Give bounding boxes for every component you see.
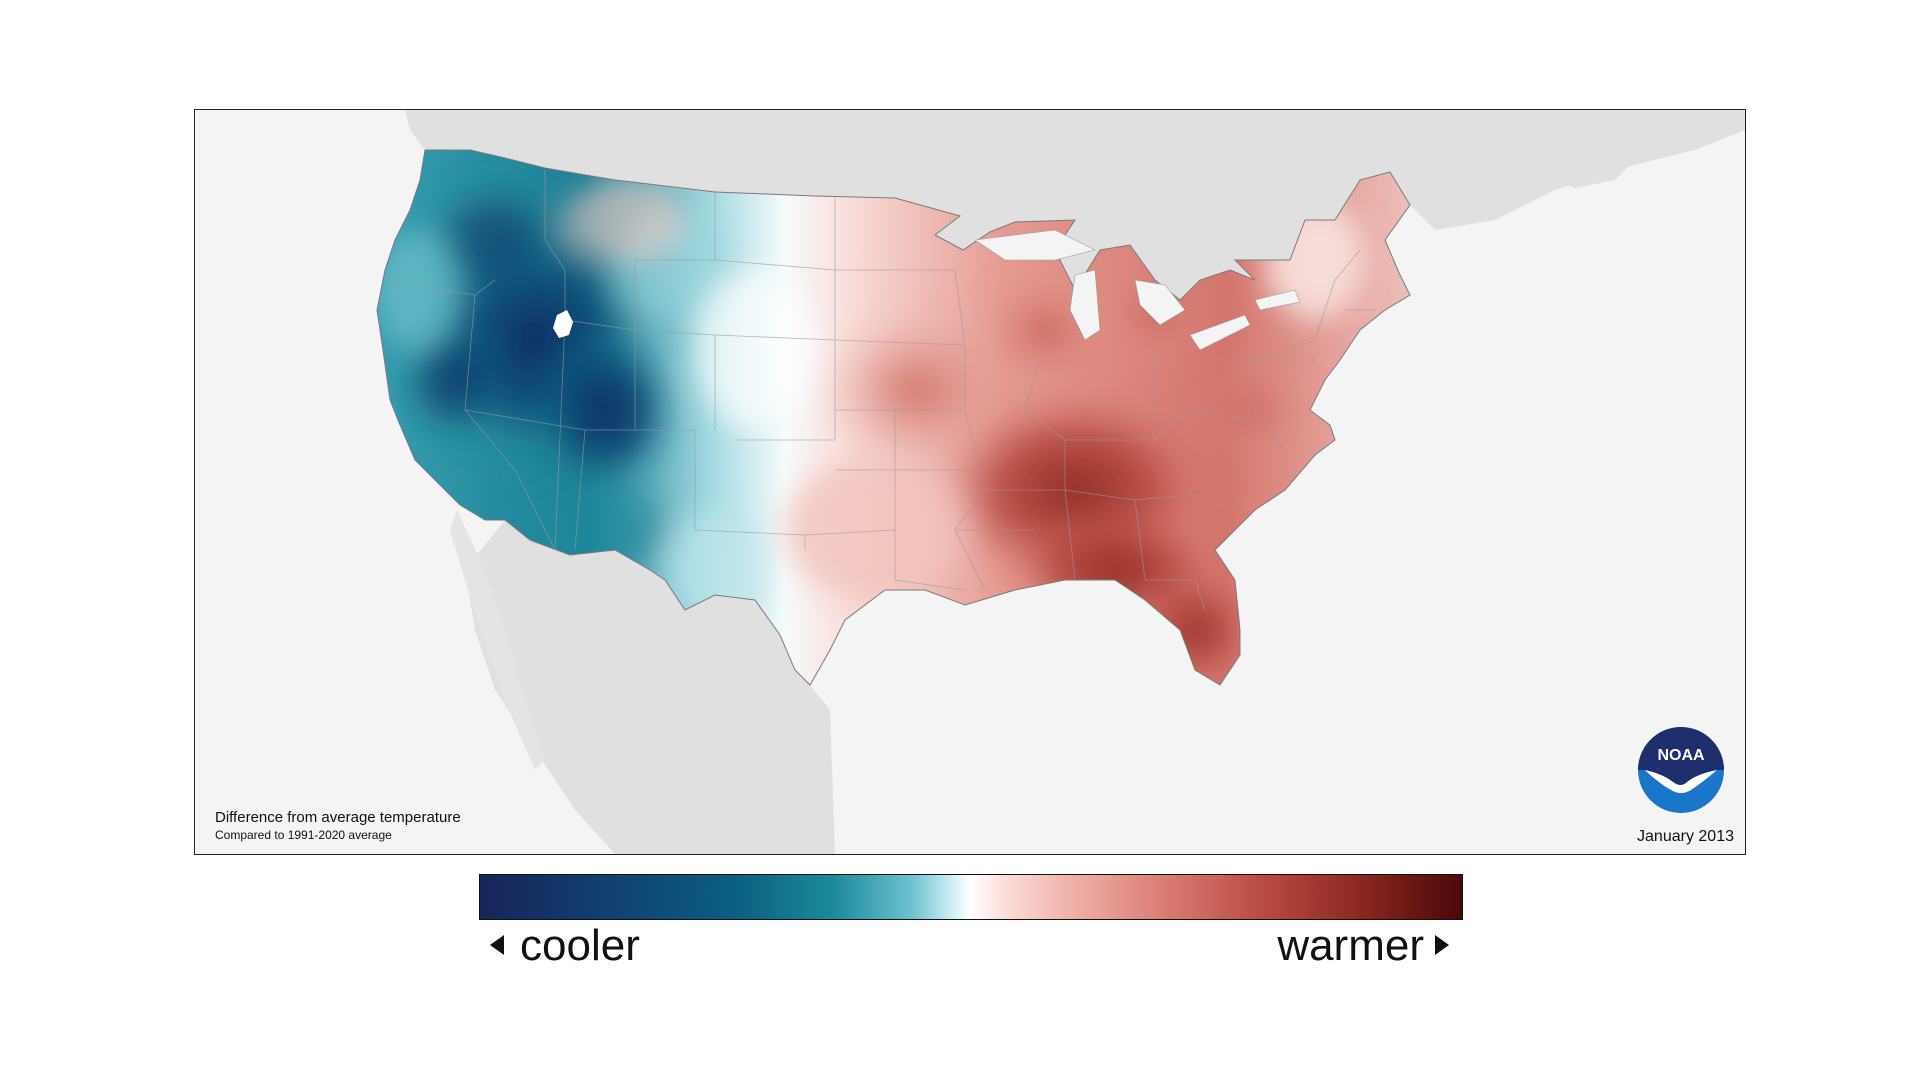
color-scale-bar (479, 874, 1463, 920)
newfoundland-land (1525, 140, 1635, 188)
state-boundaries (384, 170, 1375, 611)
baja-peninsula (450, 510, 545, 770)
svg-text:NOAA: NOAA (1657, 747, 1705, 764)
date-label: January 2013 (1637, 828, 1734, 845)
great-lakes (974, 229, 1301, 351)
legend-warmer-label: warmer (1277, 921, 1424, 970)
temperature-anomaly-map (376, 110, 1745, 854)
arrow-left-icon (490, 935, 504, 955)
great-salt-lake (553, 310, 573, 338)
noaa-logo: NOAA (1637, 726, 1725, 814)
mexico-land (465, 520, 835, 854)
caption-subtitle: Compared to 1991-2020 average (215, 828, 392, 842)
legend-cooler-label: cooler (520, 921, 640, 970)
canada-land (405, 110, 1745, 300)
caption-title: Difference from average temperature (215, 809, 461, 826)
arrow-right-icon (1435, 935, 1449, 955)
map-frame: NOAA Difference from average temperature… (194, 109, 1746, 855)
